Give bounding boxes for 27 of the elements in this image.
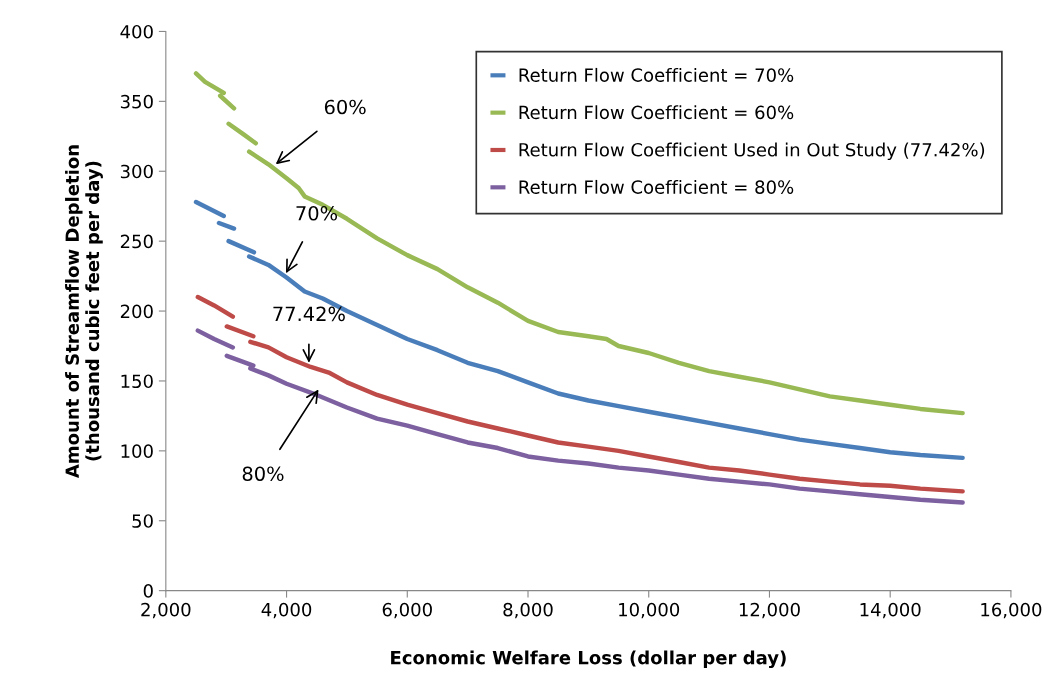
x-tick-label: 14,000	[860, 602, 921, 619]
legend-label: Return Flow Coefficient = 80%	[519, 179, 794, 194]
y-tick-label: 0	[143, 584, 153, 598]
y-tick-label: 100	[121, 444, 153, 458]
x-tick-label: 12,000	[739, 602, 800, 619]
y-tick-label: 300	[120, 164, 153, 179]
annotation: 80%	[242, 466, 284, 482]
x-tick-label: 16,000	[981, 602, 1042, 619]
x-tick-label: 2,000	[141, 602, 191, 619]
y-tick-label: 150	[121, 374, 153, 389]
legend-label: Return Flow Coefficient = 70%	[519, 67, 794, 82]
x-tick-label: 4,000	[261, 602, 312, 619]
legend-label: Return Flow Coefficient Used in Out Study (77.42%)	[519, 142, 985, 161]
y-tick-label: 250	[120, 234, 153, 249]
y-tick-label: 400	[120, 24, 153, 39]
x-axis-title: Economic Welfare Loss (dollar per day)	[391, 650, 786, 669]
y-tick-label: 50	[132, 514, 153, 528]
y-tick-label: 200	[120, 304, 153, 319]
x-tick-label: 6,000	[382, 602, 432, 619]
x-tick-label: 10,000	[619, 602, 680, 619]
annotation: 60%	[324, 99, 366, 115]
legend-label: Return Flow Coefficient = 60%	[519, 105, 794, 120]
y-axis-title: Amount of Streamflow Depletion (thousand cubic feet per day)	[65, 145, 103, 479]
x-tick-label: 8,000	[503, 602, 553, 619]
y-tick-label: 350	[120, 94, 153, 109]
annotation: 77.42%	[273, 306, 345, 322]
annotation: 70%	[296, 205, 338, 221]
